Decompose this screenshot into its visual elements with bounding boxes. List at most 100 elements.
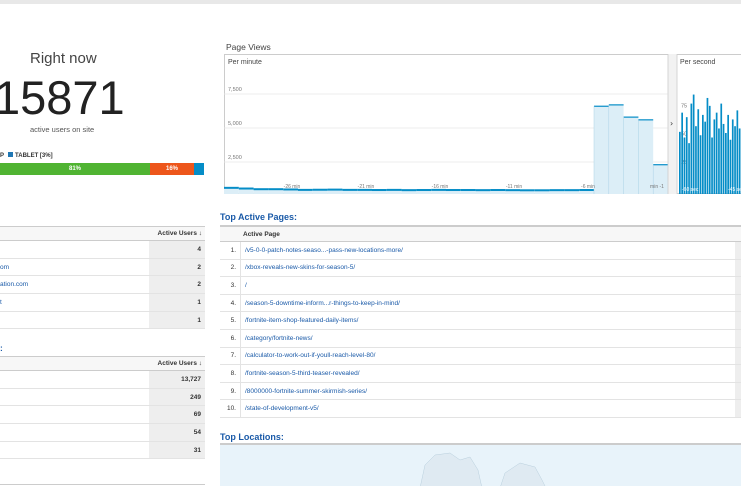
top-active-pages-table: Active Page 1. /v5-0-0-patch-notes-seaso.… xyxy=(220,225,741,418)
page-views-title: Page Views xyxy=(226,42,271,52)
per-minute-bar xyxy=(653,164,668,194)
per-second-bar xyxy=(727,114,729,194)
per-minute-bar xyxy=(520,190,535,194)
table-row[interactable]: 8. /fortnite-season-5-third-teaser-reveal… xyxy=(220,365,741,383)
table-row[interactable]: 6. /category/fortnite-news/ xyxy=(220,329,741,348)
page-link[interactable]: /category/fortnite-news/ xyxy=(240,329,735,347)
per-minute-bar xyxy=(327,189,343,194)
page-link[interactable]: /season-5-downtime-inform...r-things-to-… xyxy=(240,294,735,312)
page-link[interactable]: /fortnite-item-shop-featured-daily-items… xyxy=(240,312,735,329)
row-name[interactable]: t xyxy=(0,298,2,306)
table-row[interactable]: 5. /fortnite-item-shop-featured-daily-ite… xyxy=(220,312,741,330)
per-second-x-tick: -60 sec xyxy=(682,187,699,193)
top-bar xyxy=(0,0,741,4)
per-minute-bar xyxy=(460,190,476,194)
keywords-table: Active Users ↓ 13,727 249 69 54 31 xyxy=(0,356,205,460)
row-value xyxy=(735,365,741,382)
per-minute-bar xyxy=(298,189,313,194)
keywords-header[interactable]: Active Users ↓ xyxy=(0,356,205,371)
per-second-bar xyxy=(708,105,711,194)
y-tick-label: 5,000 xyxy=(228,121,242,127)
table-row[interactable]: 10. /state-of-development-v5/ xyxy=(220,400,741,418)
row-value: 69 xyxy=(149,406,205,424)
per-second-bar xyxy=(683,137,686,194)
per-second-tick: 50 xyxy=(681,132,687,138)
per-minute-bar xyxy=(238,188,254,194)
per-minute-bar xyxy=(253,189,269,194)
page-link[interactable]: /v5-0-0-patch-notes-seaso...-pass-new-lo… xyxy=(240,242,735,259)
per-minute-label: Per minute xyxy=(228,59,262,66)
table-row[interactable]: 69 xyxy=(0,406,205,425)
row-value xyxy=(735,259,741,277)
active-users-label: active users on site xyxy=(30,125,95,134)
top-locations-title: Top Locations: xyxy=(220,432,284,442)
table-row[interactable]: 9. /8000000-fortnite-summer-skirmish-seri… xyxy=(220,382,741,401)
per-second-bar xyxy=(688,143,690,194)
per-second-bar xyxy=(734,126,736,194)
tablet-square-icon xyxy=(8,152,14,157)
row-number: 10. xyxy=(226,405,236,413)
table-row[interactable]: 249 xyxy=(0,388,205,407)
divider xyxy=(0,484,205,485)
row-name[interactable]: om xyxy=(0,263,10,271)
per-minute-bar xyxy=(490,190,506,194)
table-row[interactable]: ation.com 2 xyxy=(0,276,205,295)
row-value: 1 xyxy=(149,311,205,329)
active-page-header[interactable]: Active Page xyxy=(220,225,741,242)
per-second-bar xyxy=(711,137,713,194)
table-row[interactable]: 2. /xbox-reveals-new-skins-for-season-5/ xyxy=(220,259,741,278)
per-second-x-tick: -45 sec xyxy=(728,187,741,193)
table-row[interactable]: 4 xyxy=(0,241,205,259)
per-second-bar xyxy=(695,126,697,194)
table-row[interactable]: 3. / xyxy=(220,277,741,295)
row-number: 6. xyxy=(230,334,236,342)
chevron-right-icon: › xyxy=(670,119,673,128)
per-minute-bar xyxy=(564,190,580,194)
page-link[interactable]: / xyxy=(240,277,735,294)
page-link[interactable]: /xbox-reveals-new-skins-for-season-5/ xyxy=(240,259,735,277)
table-row[interactable]: 7. /calculator-to-work-out-if-youll-reach… xyxy=(220,347,741,366)
per-minute-bar xyxy=(224,187,239,194)
row-value: 4 xyxy=(149,241,205,258)
per-second-bar xyxy=(704,121,706,194)
table-row[interactable]: 31 xyxy=(0,441,205,460)
row-value: 2 xyxy=(149,276,205,294)
active-users-count: 15871 xyxy=(0,71,125,124)
per-second-bar xyxy=(738,128,741,194)
per-minute-bar xyxy=(372,190,387,194)
table-row[interactable]: 54 xyxy=(0,424,205,442)
per-minute-bar xyxy=(386,189,402,194)
page-link[interactable]: /fortnite-season-5-third-teaser-revealed… xyxy=(240,365,735,382)
table-row[interactable]: 4. /season-5-downtime-inform...r-things-t… xyxy=(220,294,741,313)
row-value xyxy=(735,294,741,312)
row-value xyxy=(735,400,741,417)
table-row[interactable]: om 2 xyxy=(0,258,205,277)
top-active-pages-title: Top Active Pages: xyxy=(220,212,298,222)
device-breakdown-bar: 81% 16% xyxy=(0,163,204,175)
per-second-bar xyxy=(690,103,693,194)
device-legend: P TABLET [3%] xyxy=(0,152,53,159)
per-second-bar xyxy=(725,132,727,194)
row-value xyxy=(735,242,741,259)
page-link[interactable]: /8000000-fortnite-summer-skirmish-series… xyxy=(240,382,735,400)
locations-map[interactable] xyxy=(220,443,741,486)
row-value xyxy=(735,347,741,365)
page-link[interactable]: /calculator-to-work-out-if-youll-reach-l… xyxy=(240,347,735,365)
per-minute-bar xyxy=(446,190,461,194)
table-row[interactable]: 1 xyxy=(0,311,205,330)
per-minute-bar xyxy=(505,190,520,194)
row-number: 3. xyxy=(230,281,236,289)
table-row[interactable]: 1. /v5-0-0-patch-notes-seaso...-pass-new-… xyxy=(220,242,741,260)
per-second-bar xyxy=(720,103,723,194)
per-minute-bar xyxy=(579,190,594,194)
referrals-header[interactable]: Active Users ↓ xyxy=(0,226,205,241)
table-row[interactable]: 13,727 xyxy=(0,371,205,389)
page-link[interactable]: /state-of-development-v5/ xyxy=(240,400,735,417)
per-second-bar xyxy=(713,119,716,194)
row-number: 1. xyxy=(230,246,236,254)
per-minute-bar xyxy=(357,189,372,194)
mobile-segment: 16% xyxy=(150,163,194,175)
row-number: 2. xyxy=(230,264,236,272)
row-name[interactable]: ation.com xyxy=(0,281,29,289)
